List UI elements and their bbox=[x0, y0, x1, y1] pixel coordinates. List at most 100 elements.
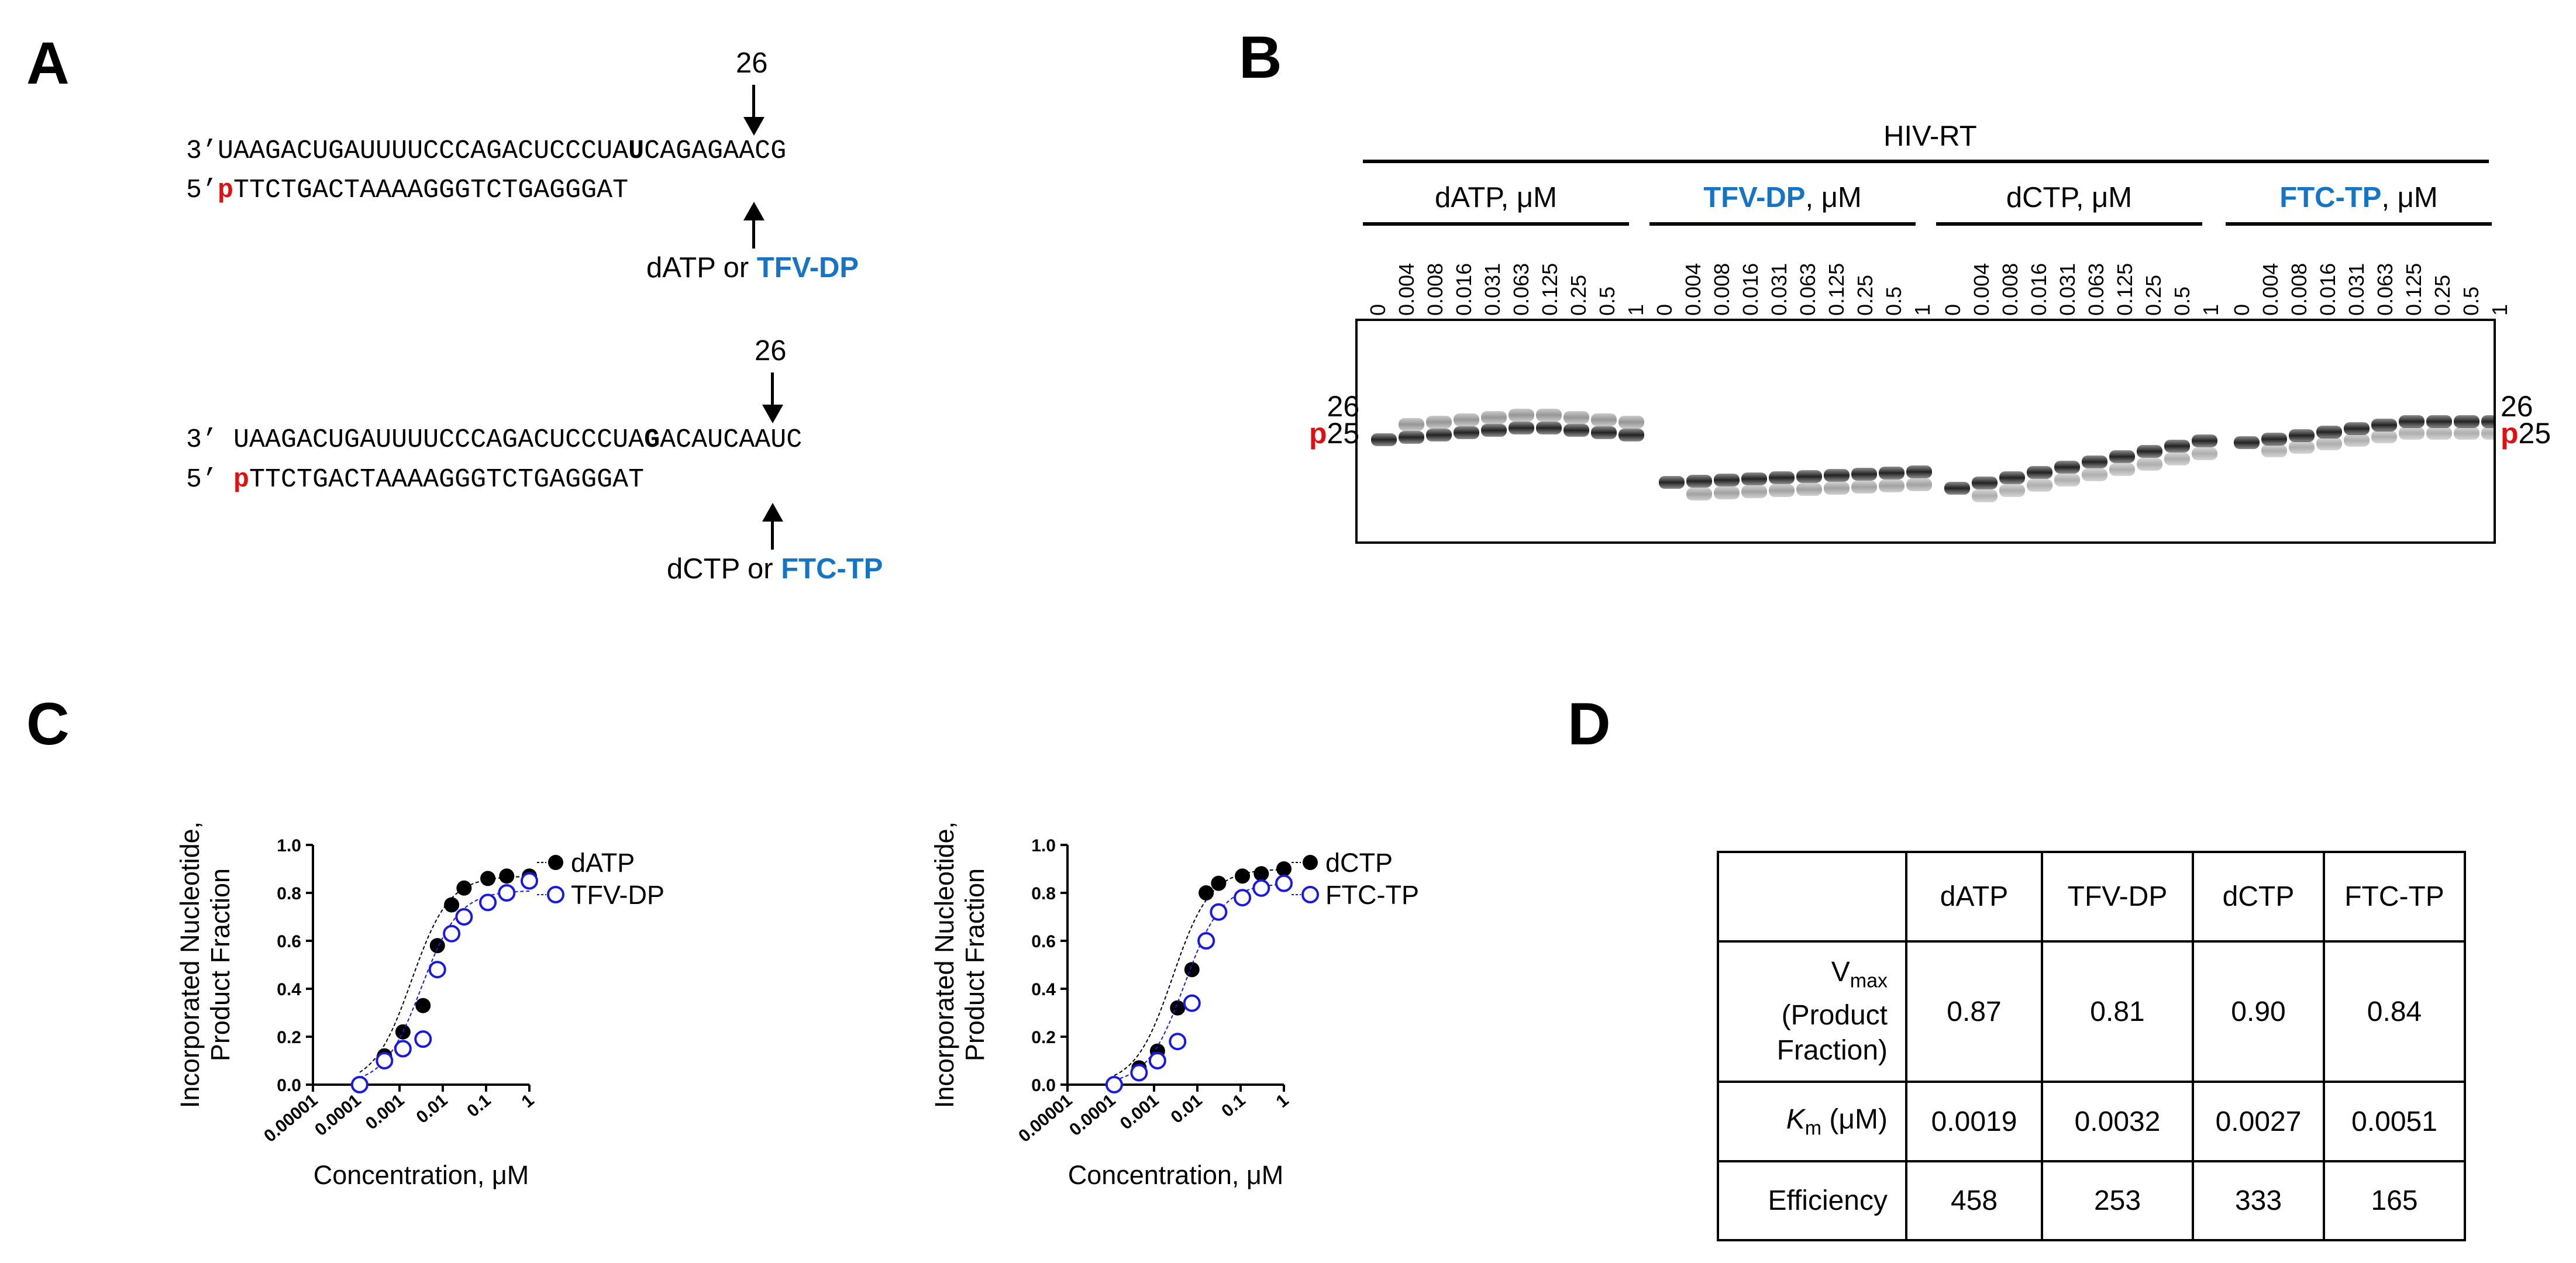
concentration-label: 0.004 bbox=[1394, 263, 1418, 316]
table-row-efficiency: Efficiency 458 253 333 165 bbox=[1717, 1160, 2466, 1241]
concentration-label: 0.016 bbox=[1452, 263, 1476, 316]
x-tick-label: 0.001 bbox=[1117, 1091, 1163, 1134]
gel-band bbox=[1399, 431, 1424, 444]
nucleotide-label: dCTP bbox=[667, 553, 740, 585]
data-point bbox=[1184, 962, 1200, 978]
panel-letter-d: D bbox=[1568, 691, 1611, 757]
data-point bbox=[1252, 879, 1270, 897]
gel-band bbox=[2426, 415, 2452, 428]
gel-band bbox=[2054, 461, 2080, 474]
concentration-label: 0.25 bbox=[1566, 274, 1590, 316]
phosphate-label: p bbox=[2501, 417, 2519, 450]
legend-label: dATP bbox=[571, 848, 635, 878]
data-point bbox=[429, 938, 445, 954]
data-point bbox=[456, 880, 472, 896]
gel-band bbox=[1563, 411, 1589, 424]
primer-strand-5: 5’ pTTCTGACTAAAAGGGTCTGAGGGAT bbox=[186, 465, 644, 495]
gel-band bbox=[1686, 488, 1712, 501]
gel-band bbox=[1591, 426, 1617, 439]
gel-band bbox=[1686, 475, 1712, 488]
concentration-label: 0.25 bbox=[2141, 274, 2165, 316]
data-point bbox=[498, 884, 516, 902]
data-point bbox=[1130, 1064, 1148, 1082]
gel-band bbox=[2192, 434, 2217, 447]
seq-part: TTCTGACTAAAAGGGTCTGAGGGAT bbox=[249, 465, 645, 495]
gel-band bbox=[1371, 433, 1397, 446]
concentration-label: 0.008 bbox=[1423, 263, 1447, 316]
y-tick-label: 0.6 bbox=[277, 932, 301, 951]
fit-curve bbox=[1114, 869, 1284, 1076]
gel-band bbox=[1481, 424, 1507, 437]
concentration-label: 0 bbox=[1941, 303, 1965, 316]
gel-band bbox=[2082, 455, 2107, 468]
data-point bbox=[376, 1052, 394, 1069]
gel-band bbox=[1426, 429, 1452, 441]
primer-strand-5: 5’pTTCTGACTAAAAGGGTCTGAGGGAT bbox=[186, 175, 628, 205]
gel-band bbox=[2082, 468, 2107, 481]
table-header-cell: FTC-TP bbox=[2323, 851, 2466, 943]
vmax-sub: max bbox=[1850, 969, 1888, 992]
data-point bbox=[1276, 861, 1292, 876]
concentration-label: 0.5 bbox=[1595, 286, 1619, 316]
gel-band bbox=[1999, 471, 2025, 484]
data-point bbox=[1183, 994, 1201, 1012]
data-point bbox=[521, 872, 538, 890]
gel-band bbox=[2027, 479, 2052, 492]
nucleotide-choice-bottom: dCTP or FTC-TP bbox=[667, 553, 883, 585]
legend-marker bbox=[548, 855, 563, 870]
up-arrow-icon bbox=[752, 216, 755, 249]
gel-band bbox=[1426, 416, 1452, 429]
nucleotide-label: dATP bbox=[646, 252, 716, 284]
gel-band bbox=[1714, 486, 1740, 499]
phosphate-label: p bbox=[233, 465, 250, 495]
gel-band bbox=[2426, 427, 2452, 440]
gel-band bbox=[1972, 489, 1998, 502]
concentration-label: 0.063 bbox=[1509, 263, 1533, 316]
prime-5-label: 5’ bbox=[186, 465, 218, 495]
gel-band bbox=[1591, 413, 1617, 426]
x-tick-label: 0.001 bbox=[362, 1091, 408, 1134]
data-point bbox=[1170, 1000, 1186, 1016]
chart-dctp-ftctp: Incorporated Nucleotide,Product Fraction… bbox=[929, 822, 1419, 1190]
gel-band bbox=[1796, 483, 1822, 496]
data-point bbox=[1199, 885, 1214, 900]
concentration-label: 0.008 bbox=[2287, 263, 2311, 316]
concentration-label: 0.004 bbox=[1681, 263, 1705, 316]
phosphate-label: p bbox=[218, 175, 234, 205]
kinetics-table: dATP TFV-DP dCTP FTC-TP Vmax (Product Fr… bbox=[1717, 851, 2466, 1241]
gel-band bbox=[2261, 433, 2287, 446]
gel-band bbox=[1618, 429, 1644, 441]
concentration-label: 0 bbox=[1652, 303, 1676, 316]
y-tick-label: 0.2 bbox=[277, 1028, 301, 1047]
table-header-cell: dATP bbox=[1905, 851, 2043, 943]
table-header-cell: TFV-DP bbox=[2041, 851, 2194, 943]
data-point bbox=[415, 998, 431, 1013]
y-axis-label-line: Product Fraction bbox=[205, 868, 235, 1061]
concentration-label: 0.125 bbox=[2113, 263, 2137, 316]
gel-band bbox=[1824, 469, 1850, 482]
or-label: or bbox=[748, 553, 773, 585]
panel-letter-b: B bbox=[1239, 24, 1282, 91]
vmax-row-label: Vmax (Product Fraction) bbox=[1717, 940, 1907, 1083]
y-tick-label: 0.2 bbox=[1031, 1028, 1056, 1047]
gel-band bbox=[1999, 484, 2025, 497]
data-point bbox=[499, 868, 515, 884]
gel-band bbox=[1659, 476, 1685, 489]
gel-band bbox=[1944, 482, 1970, 495]
group-unit: , μM bbox=[2075, 182, 2133, 213]
concentration-label: 0.063 bbox=[1796, 263, 1820, 316]
gel-band bbox=[1563, 424, 1589, 437]
concentration-label: 1 bbox=[2488, 303, 2512, 316]
x-tick-label: 0.0001 bbox=[1066, 1091, 1120, 1140]
concentration-label: 0.031 bbox=[2055, 263, 2079, 316]
up-arrowhead-icon bbox=[762, 503, 783, 522]
gel-band bbox=[1536, 422, 1562, 434]
concentration-label: 0.125 bbox=[2402, 263, 2426, 316]
concentration-label: 0.25 bbox=[2430, 274, 2454, 316]
table-row-vmax: Vmax (Product Fraction) 0.87 0.81 0.90 0… bbox=[1717, 940, 2466, 1083]
gel-band bbox=[2399, 415, 2425, 428]
table-cell: 333 bbox=[2192, 1160, 2325, 1241]
panel-letter-c: C bbox=[26, 691, 70, 757]
x-tick-label: 0.01 bbox=[413, 1091, 452, 1127]
y-axis-label: Incorporated Nucleotide,Product Fraction bbox=[929, 822, 990, 1108]
